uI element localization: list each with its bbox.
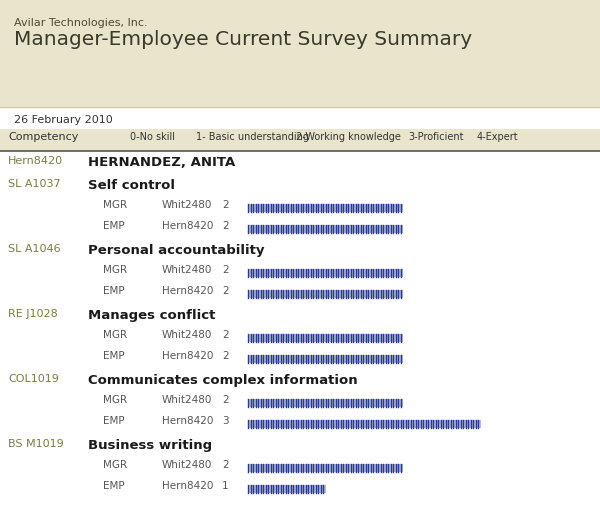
Bar [0,129,600,151]
Text: BS M1019: BS M1019 [8,439,64,449]
Text: MGR: MGR [103,460,127,470]
Text: Hern8420: Hern8420 [162,221,214,231]
Text: Whit2480: Whit2480 [162,330,212,340]
Text: EMP: EMP [103,351,125,361]
Text: Hern8420: Hern8420 [162,286,214,296]
Text: Self control: Self control [88,179,175,192]
Text: 2: 2 [222,265,229,275]
Bar [248,204,403,212]
Text: Hern8420: Hern8420 [162,351,214,361]
Text: 0-No skill: 0-No skill [130,132,175,142]
Text: MGR: MGR [103,265,127,275]
Text: MGR: MGR [103,200,127,210]
Bar [248,420,481,428]
Text: Whit2480: Whit2480 [162,395,212,405]
Text: Whit2480: Whit2480 [162,265,212,275]
Text: Personal accountability: Personal accountability [88,244,265,257]
Text: 2: 2 [222,395,229,405]
Text: EMP: EMP [103,481,125,491]
Text: 3: 3 [222,416,229,426]
Bar [248,290,403,298]
Bar [248,225,403,233]
Text: Communicates complex information: Communicates complex information [88,374,358,387]
Text: 2: 2 [222,351,229,361]
Text: COL1019: COL1019 [8,374,59,384]
Text: EMP: EMP [103,416,125,426]
Text: 2-Working knowledge: 2-Working knowledge [296,132,401,142]
Bar [248,464,403,472]
Text: 2: 2 [222,286,229,296]
Text: EMP: EMP [103,286,125,296]
Bar [0,0,600,107]
Text: 2: 2 [222,200,229,210]
Text: Manages conflict: Manages conflict [88,309,215,322]
Text: Business writing: Business writing [88,439,212,452]
Text: Hern8420: Hern8420 [8,156,63,166]
Text: 3-Proficient: 3-Proficient [408,132,464,142]
Text: 2: 2 [222,221,229,231]
Text: Avilar Technologies, Inc.: Avilar Technologies, Inc. [14,18,148,28]
Text: RE J1028: RE J1028 [8,309,58,319]
Text: MGR: MGR [103,395,127,405]
Text: Hern8420: Hern8420 [162,416,214,426]
Text: Manager-Employee Current Survey Summary: Manager-Employee Current Survey Summary [14,30,472,49]
Text: Hern8420: Hern8420 [162,481,214,491]
Text: 2: 2 [222,330,229,340]
Text: HERNANDEZ, ANITA: HERNANDEZ, ANITA [88,156,235,169]
Text: 26 February 2010: 26 February 2010 [14,115,113,125]
Bar [248,355,403,363]
Text: EMP: EMP [103,221,125,231]
Text: MGR: MGR [103,330,127,340]
Text: 4-Expert: 4-Expert [477,132,518,142]
Text: SL A1046: SL A1046 [8,244,61,254]
Text: Whit2480: Whit2480 [162,200,212,210]
Bar [248,399,403,407]
Text: 1: 1 [222,481,229,491]
Bar [248,334,403,342]
Text: Competency: Competency [8,132,79,142]
Text: SL A1037: SL A1037 [8,179,61,189]
Bar [248,269,403,277]
Text: Whit2480: Whit2480 [162,460,212,470]
Text: 1- Basic understanding: 1- Basic understanding [196,132,309,142]
Text: 2: 2 [222,460,229,470]
Bar [248,485,325,493]
